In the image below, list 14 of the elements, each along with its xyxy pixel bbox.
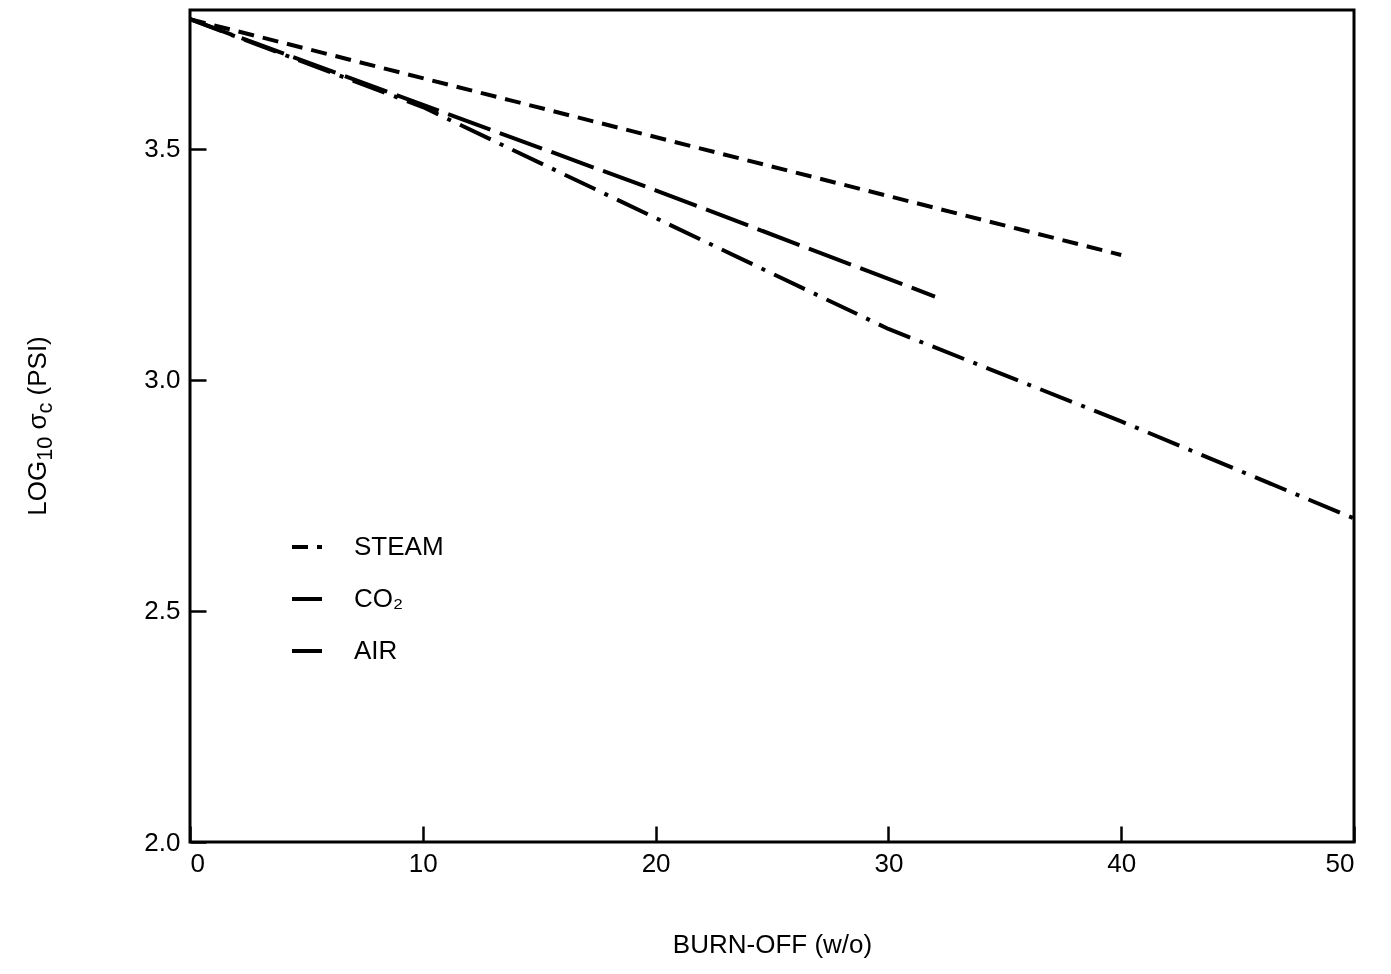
x-tick-label: 40 (1107, 847, 1137, 878)
y-tick-label: 3.5 (144, 133, 181, 164)
x-tick-label: 50 (1325, 847, 1355, 878)
y-tick-label: 2.0 (144, 826, 181, 857)
legend-label: CO₂ (354, 583, 404, 613)
x-axis-title: BURN-OFF (w/o) (672, 928, 873, 959)
legend-label: STEAM (354, 531, 444, 561)
x-tick-label: 30 (874, 847, 904, 878)
x-tick-label: 20 (641, 847, 671, 878)
x-tick-label: 0 (190, 847, 205, 878)
y-tick-label: 3.0 (144, 364, 181, 395)
y-tick-label: 2.5 (144, 595, 181, 626)
legend-label: AIR (354, 635, 398, 665)
x-tick-label: 10 (408, 847, 438, 878)
